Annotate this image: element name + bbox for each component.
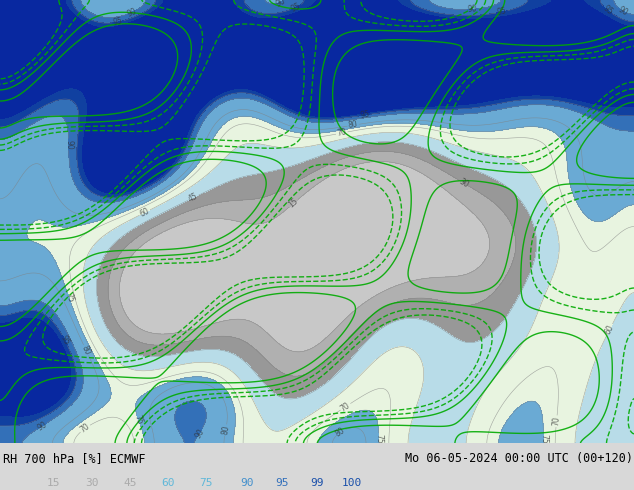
Text: 90: 90 — [36, 419, 48, 433]
Text: 95: 95 — [496, 6, 508, 17]
Text: Mo 06-05-2024 00:00 UTC (00+120): Mo 06-05-2024 00:00 UTC (00+120) — [404, 452, 633, 465]
Text: 75: 75 — [539, 434, 548, 444]
Text: 70: 70 — [336, 128, 347, 138]
Text: 60: 60 — [161, 478, 175, 488]
Text: 75: 75 — [133, 414, 145, 426]
Text: 30: 30 — [458, 177, 471, 190]
Text: 90: 90 — [64, 140, 73, 149]
Text: 90: 90 — [240, 478, 254, 488]
Text: 95: 95 — [112, 17, 124, 27]
Text: 80: 80 — [347, 120, 359, 130]
Text: 95: 95 — [601, 3, 614, 17]
Text: RH 700 hPa [%] ECMWF: RH 700 hPa [%] ECMWF — [3, 452, 146, 465]
Text: 70: 70 — [79, 422, 92, 435]
Text: 99: 99 — [310, 478, 324, 488]
Text: 95: 95 — [290, 1, 302, 14]
Text: 80: 80 — [80, 344, 92, 356]
Text: 15: 15 — [47, 478, 61, 488]
Text: 80: 80 — [221, 424, 231, 436]
Text: 90: 90 — [126, 6, 138, 19]
Text: 60: 60 — [604, 323, 616, 336]
Text: 75: 75 — [374, 434, 384, 444]
Text: 95: 95 — [359, 110, 370, 120]
Text: 75: 75 — [63, 292, 75, 304]
Text: 95: 95 — [58, 334, 71, 346]
Text: 95: 95 — [275, 478, 289, 488]
Text: 90: 90 — [193, 427, 206, 440]
Text: 45: 45 — [187, 192, 200, 204]
Text: 100: 100 — [342, 478, 362, 488]
Text: 60: 60 — [138, 206, 152, 219]
Text: 80: 80 — [334, 426, 347, 439]
Text: 15: 15 — [287, 197, 300, 210]
Text: 90: 90 — [274, 0, 287, 8]
Text: 90: 90 — [467, 4, 478, 14]
Text: 70: 70 — [339, 400, 352, 413]
Text: 75: 75 — [199, 478, 213, 488]
Text: 90: 90 — [616, 5, 629, 17]
Text: 70: 70 — [552, 416, 562, 426]
Text: 45: 45 — [123, 478, 137, 488]
Text: 30: 30 — [85, 478, 99, 488]
